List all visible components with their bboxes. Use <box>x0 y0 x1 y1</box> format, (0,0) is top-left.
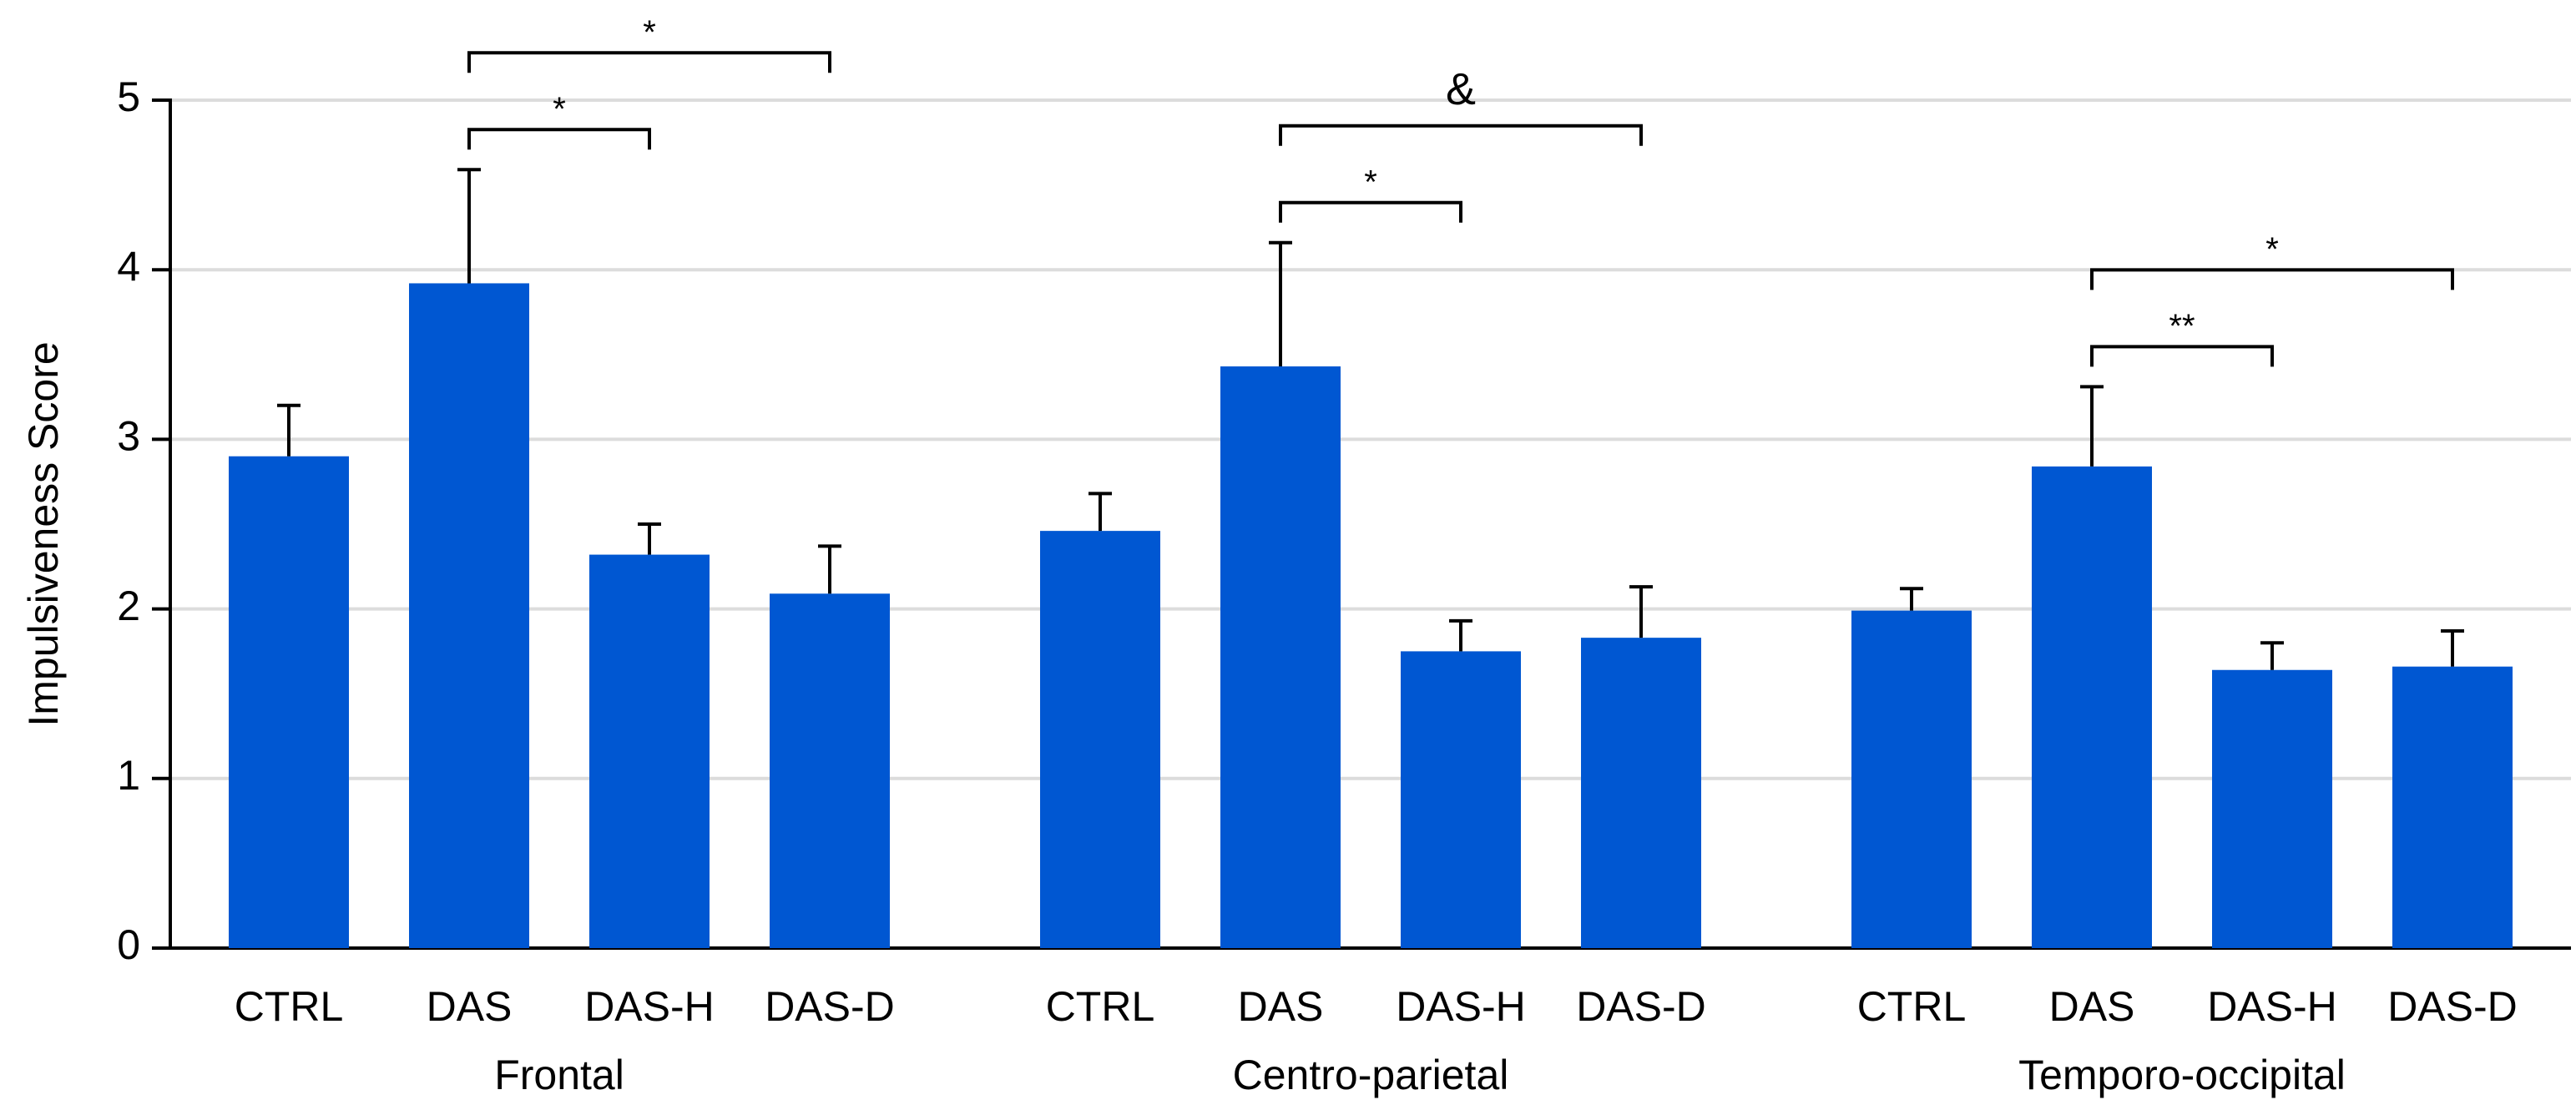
bar <box>229 456 349 948</box>
significance-label: * <box>2265 231 2279 268</box>
x-tick-label: DAS-D <box>765 983 895 1030</box>
x-tick-label: DAS-H <box>584 983 715 1030</box>
x-tick-label: CTRL <box>235 983 344 1030</box>
bar <box>589 554 710 948</box>
y-tick-label: 5 <box>117 73 140 120</box>
significance-bracket <box>1279 124 1643 146</box>
x-tick-label: DAS <box>2049 983 2135 1030</box>
group-label: Centro-parietal <box>1233 1052 1509 1098</box>
bar <box>1851 610 1972 948</box>
bar <box>1220 366 1341 948</box>
significance-bracket <box>1279 200 1462 223</box>
significance-label: * <box>1364 164 1377 200</box>
significance-bracket <box>467 128 651 150</box>
x-tick-label: DAS-D <box>2387 983 2518 1030</box>
significance-label: ** <box>2169 308 2195 345</box>
x-tick-label: DAS-D <box>1576 983 1706 1030</box>
y-axis-label: Impulsiveness Score <box>20 341 67 726</box>
group-label: Temporo-occipital <box>2018 1052 2346 1098</box>
bar <box>409 283 529 948</box>
x-tick-label: DAS <box>1238 983 1324 1030</box>
x-tick-label: CTRL <box>1046 983 1155 1030</box>
x-tick-label: DAS-H <box>2207 983 2337 1030</box>
significance-label: * <box>643 14 656 51</box>
bar <box>1581 638 1701 948</box>
bar <box>770 593 890 948</box>
y-tick-label: 2 <box>117 583 140 629</box>
significance-label: * <box>553 91 566 128</box>
x-tick-label: DAS <box>427 983 513 1030</box>
y-tick-label: 4 <box>117 243 140 290</box>
y-tick-label: 3 <box>117 413 140 460</box>
x-tick-label: DAS-H <box>1396 983 1526 1030</box>
group-label: Frontal <box>494 1052 624 1098</box>
significance-bracket <box>467 51 831 73</box>
bar <box>2392 666 2513 948</box>
significance-label: & <box>1446 64 1476 114</box>
bar <box>1401 651 1521 948</box>
bar <box>2032 466 2152 948</box>
bar <box>1040 531 1160 948</box>
bar <box>2212 669 2332 948</box>
y-tick-label: 1 <box>117 752 140 799</box>
significance-bracket <box>2090 345 2274 367</box>
significance-bracket <box>2090 268 2454 290</box>
y-tick-label: 0 <box>117 921 140 968</box>
x-tick-label: CTRL <box>1857 983 1967 1030</box>
